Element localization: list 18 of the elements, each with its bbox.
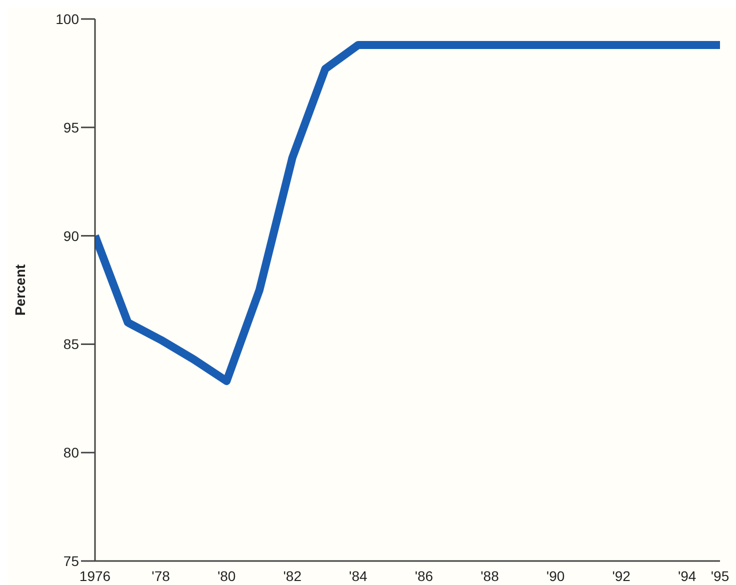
x-tick-label: '95 (710, 568, 730, 584)
x-tick-label: '88 (480, 568, 500, 584)
y-tick-label: 75 (63, 552, 80, 569)
x-tick-label: '94 (678, 568, 696, 584)
y-tick-label: 90 (63, 228, 80, 244)
x-tick-label: '78 (152, 568, 170, 584)
x-tick-label: '82 (283, 568, 302, 584)
x-tick-label: '80 (217, 568, 236, 584)
x-tick-label: '84 (349, 568, 368, 584)
x-tick-label: '92 (612, 568, 631, 584)
y-tick-label: 100 (56, 10, 80, 27)
x-tick-label: '86 (414, 568, 434, 584)
x-tick-label: '90 (546, 568, 565, 584)
y-axis-title: Percent (12, 264, 28, 316)
y-tick-label: 95 (63, 119, 80, 136)
y-tick-label: 85 (63, 336, 80, 352)
x-tick-label: 1976 (79, 568, 111, 584)
y-tick-label: 80 (63, 444, 80, 461)
